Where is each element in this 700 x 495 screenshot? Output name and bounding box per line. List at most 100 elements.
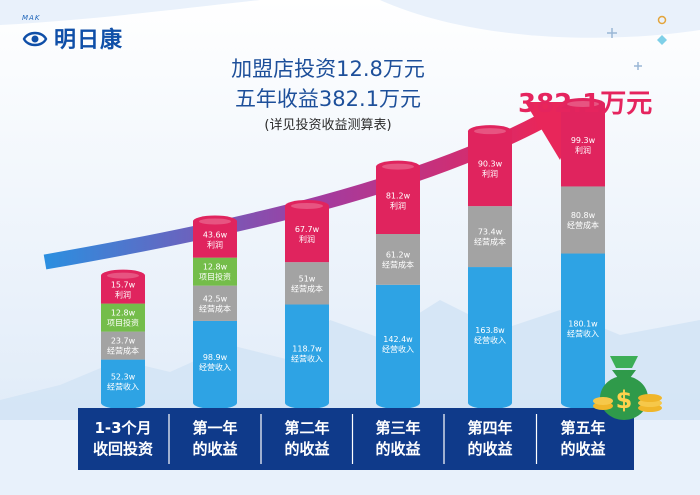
- bar-segment-project-investment: [193, 257, 237, 286]
- category-label: 的收益: [375, 440, 420, 458]
- category-label: 第五年: [560, 419, 605, 437]
- series-label: 利润: [575, 145, 591, 155]
- data-label: 118.7w: [292, 345, 322, 354]
- bar-top-highlight: [107, 272, 139, 279]
- bar-segment-profit: [561, 104, 605, 187]
- category-label: 第一年: [192, 419, 237, 437]
- series-label: 利润: [482, 169, 498, 179]
- headline: 加盟店投资12.8万元 五年收益382.1万元 (详见投资收益测算表): [178, 54, 478, 138]
- series-label: 经营收入: [567, 328, 599, 338]
- bar-segment-operating-income: [376, 284, 420, 403]
- bar-segment-operating-income: [285, 304, 329, 403]
- series-label: 经营收入: [107, 381, 139, 391]
- top-wave: [0, 0, 260, 25]
- category-panel-bg: [78, 408, 634, 470]
- data-label: 23.7w: [111, 337, 136, 346]
- eye-icon: [22, 31, 48, 47]
- series-label: 经营收入: [199, 362, 231, 372]
- category-label: 的收益: [284, 440, 329, 458]
- top-right-wave: [380, 0, 700, 38]
- data-label: 15.7w: [111, 281, 136, 290]
- series-label: 经营成本: [382, 259, 414, 269]
- data-label: 99.3w: [571, 136, 596, 145]
- data-label: 67.7w: [295, 225, 320, 234]
- bar-segment-profit: [193, 221, 237, 258]
- bar-segment-operating-cost: [193, 285, 237, 321]
- series-label: 项目投资: [199, 272, 231, 282]
- bar-segment-profit: [468, 131, 512, 207]
- category-label: 的收益: [192, 440, 237, 458]
- sparkles: [607, 15, 667, 70]
- data-label: 81.2w: [386, 191, 411, 200]
- category-label: 收回投资: [93, 440, 153, 458]
- bar-top-cap: [101, 269, 145, 282]
- stacked-bars: 52.3w经营收入23.7w经营成本12.8w项目投资15.7w利润98.9w经…: [101, 98, 605, 409]
- category-label: 的收益: [467, 440, 512, 458]
- data-label: 51w: [299, 274, 316, 283]
- money-bag-body: [600, 376, 648, 420]
- sparkle: [657, 35, 667, 45]
- bar-top-cap: [376, 160, 420, 173]
- mountain-silhouette: [0, 300, 700, 420]
- series-label: 利润: [390, 200, 406, 210]
- data-label: 42.5w: [203, 294, 228, 303]
- bar-segment-operating-cost: [561, 186, 605, 254]
- series-label: 经营收入: [382, 344, 414, 354]
- bar-top-cap: [468, 125, 512, 138]
- bar-segment-operating-cost: [101, 331, 145, 360]
- total-callout: 382.1万元: [518, 89, 653, 119]
- series-label: 经营成本: [291, 283, 323, 293]
- category-label: 第四年: [467, 419, 512, 437]
- series-label: 利润: [299, 234, 315, 244]
- bar-top-cap: [285, 199, 329, 212]
- bar-top-cap: [561, 98, 605, 111]
- bar-top-highlight: [199, 218, 231, 225]
- series-label: 经营成本: [567, 220, 599, 230]
- bar-segment-operating-income: [101, 359, 145, 403]
- sparkle: [657, 15, 667, 25]
- bar-top-highlight: [474, 128, 506, 135]
- data-label: 80.8w: [571, 211, 596, 220]
- dollar-icon: $: [616, 386, 633, 414]
- bar-top-cap: [193, 215, 237, 228]
- sparkle: [634, 62, 642, 70]
- bar-segment-operating-cost: [468, 206, 512, 268]
- series-label: 经营成本: [474, 237, 506, 247]
- money-bag-top: [610, 356, 638, 368]
- data-label: 52.3w: [111, 372, 136, 381]
- coin-icon: [638, 394, 662, 402]
- bar-segment-operating-cost: [376, 234, 420, 285]
- bar-top-highlight: [567, 101, 599, 108]
- series-label: 经营收入: [474, 335, 506, 345]
- data-label: 43.6w: [203, 231, 228, 240]
- brand-logo: MAK 明日康: [22, 14, 124, 54]
- series-label: 经营收入: [291, 354, 323, 364]
- series-label: 利润: [207, 240, 223, 250]
- brand-logo-sub: MAK: [22, 14, 41, 22]
- headline-five-year-return: 五年收益382.1万元: [234, 87, 422, 111]
- bar-segment-operating-income: [468, 267, 512, 403]
- data-label: 61.2w: [386, 250, 411, 259]
- data-label: 163.8w: [475, 326, 505, 335]
- brand-name: 明日康: [54, 28, 124, 53]
- data-label: 12.8w: [111, 309, 136, 318]
- sparkle: [607, 28, 617, 38]
- coin-icon: [593, 397, 613, 405]
- data-label: 73.4w: [478, 228, 503, 237]
- money-bag-icon: $: [593, 356, 662, 420]
- category-label: 第三年: [375, 419, 420, 437]
- series-label: 经营成本: [199, 303, 231, 313]
- bar-segment-profit: [285, 205, 329, 263]
- headline-investment: 加盟店投资12.8万元: [231, 57, 425, 81]
- series-label: 利润: [115, 290, 131, 300]
- headline-note: (详见投资收益测算表): [264, 118, 392, 133]
- data-label: 142.4w: [383, 335, 413, 344]
- data-label: 90.3w: [478, 160, 503, 169]
- data-label: 180.1w: [568, 319, 598, 328]
- data-label: 98.9w: [203, 353, 228, 362]
- data-label: 12.8w: [203, 263, 228, 272]
- series-label: 经营成本: [107, 346, 139, 356]
